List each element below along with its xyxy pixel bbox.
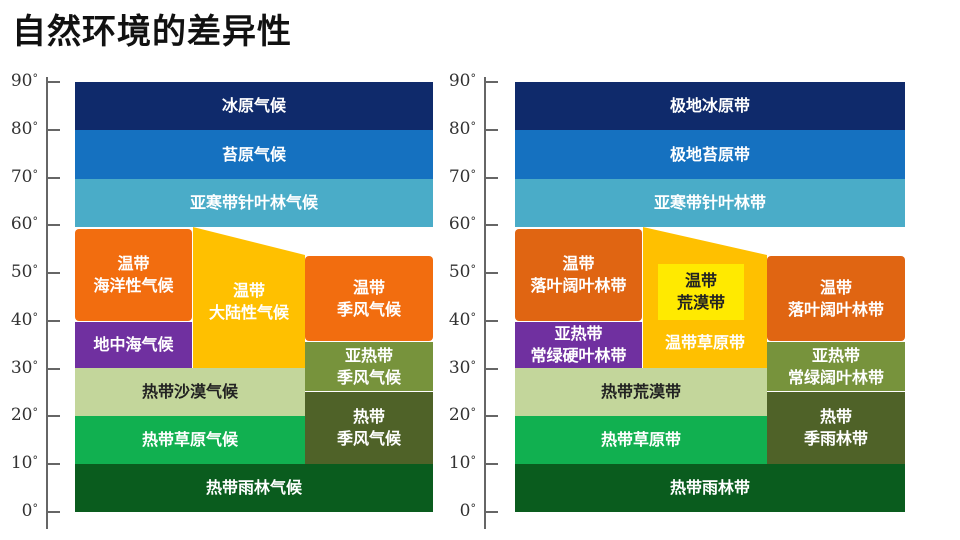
- zone-label: 亚热带 季风气候: [336, 345, 401, 387]
- zone-label: 温带 荒漠带: [676, 271, 725, 312]
- axis-tick: [46, 224, 60, 227]
- axis-tick-label: 70°: [448, 166, 476, 187]
- axis-tick-label: 10°: [448, 453, 476, 474]
- zone-ice-cap-climate: 冰原气候: [75, 82, 433, 130]
- zone-label: 温带 大陆性气候: [208, 281, 289, 322]
- axis-tick-label: 90°: [448, 71, 476, 91]
- axis-tick-label: 10°: [10, 453, 38, 474]
- zone-label: 亚热带 常绿阔叶林带: [787, 345, 884, 387]
- zone-subtropical-sclerophyll: 亚热带 常绿硬叶林带: [515, 322, 642, 368]
- axis-tick: [484, 319, 498, 322]
- zone-label: 热带草原带: [600, 430, 681, 449]
- zone-label: 热带雨林带: [669, 478, 750, 497]
- axis-tick-label: 20°: [448, 405, 476, 426]
- zone-mediterranean-climate: 地中海气候: [75, 322, 192, 368]
- zone-label: 热带草原气候: [141, 430, 238, 449]
- axis-tick: [46, 511, 60, 513]
- axis-tick-label: 60°: [448, 214, 476, 235]
- axis-tick-label: 40°: [448, 309, 476, 330]
- zone-label: 极地苔原带: [669, 144, 750, 164]
- axis-tick: [484, 224, 498, 227]
- zone-tropical-savanna: 热带草原带: [515, 416, 767, 464]
- zone-label: 热带雨林气候: [205, 478, 302, 497]
- axis-tick-label: 80°: [448, 118, 476, 139]
- latitude-axis-right: 90° 80° 70° 60° 50° 40° 30° 20° 10° 0°: [440, 60, 500, 530]
- axis-tick: [46, 319, 60, 322]
- zone-temperate-deciduous-west: 温带 落叶阔叶林带: [515, 229, 642, 321]
- zone-subarctic-climate: 亚寒带针叶林气候: [75, 179, 433, 227]
- zone-subarctic-forest: 亚寒带针叶林带: [515, 179, 905, 227]
- axis-tick: [46, 176, 60, 179]
- axis-tick-label: 30°: [448, 357, 476, 378]
- zone-temperate-grassland: 温带草原带: [643, 328, 767, 358]
- zone-tropical-savanna-climate: 热带草原气候: [75, 416, 305, 464]
- axis-tick-label: 50°: [448, 262, 476, 283]
- zone-label: 亚热带 常绿硬叶林带: [530, 324, 627, 365]
- axis-line: [484, 77, 486, 529]
- zone-temperate-desert: 温带 荒漠带: [658, 264, 744, 320]
- axis-tick: [46, 415, 60, 418]
- zone-tropical-monsoon-climate: 热带 季风气候: [305, 392, 433, 464]
- zone-polar-tundra: 极地苔原带: [515, 130, 905, 179]
- zone-label: 热带 季风气候: [336, 407, 401, 448]
- zone-label: 冰原气候: [221, 96, 286, 115]
- axis-tick: [484, 81, 498, 83]
- zone-subtropical-evergreen: 亚热带 常绿阔叶林带: [767, 342, 905, 391]
- axis-tick-label: 70°: [10, 166, 38, 187]
- natural-zones-chart: 极地冰原带 极地苔原带 亚寒带针叶林带 温带 荒漠带 温带草原带 温带 落叶阔叶…: [515, 82, 905, 512]
- zone-label: 热带沙漠气候: [141, 382, 238, 401]
- axis-tick: [46, 272, 60, 275]
- axis-tick-label: 50°: [10, 262, 38, 283]
- zone-tropical-desert: 热带荒漠带: [515, 368, 767, 416]
- zone-label: 亚寒带针叶林气候: [189, 193, 318, 212]
- zone-label: 地中海气候: [93, 335, 174, 354]
- axis-tick: [46, 463, 60, 466]
- zone-temperate-deciduous-east: 温带 落叶阔叶林带: [767, 256, 905, 341]
- axis-tick-label: 20°: [10, 405, 38, 426]
- axis-tick: [46, 128, 60, 131]
- axis-tick: [46, 81, 60, 83]
- axis-tick: [484, 176, 498, 179]
- climate-zones-chart: 冰原气候 苔原气候 亚寒带针叶林气候 温带 大陆性气候 温带 海洋性气候 地中海…: [75, 82, 433, 512]
- axis-tick: [484, 463, 498, 466]
- axis-tick: [46, 367, 60, 370]
- axis-tick-label: 30°: [10, 357, 38, 378]
- axis-line: [46, 77, 48, 529]
- axis-tick-label: 60°: [10, 214, 38, 235]
- page-title: 自然环境的差异性: [12, 12, 292, 52]
- latitude-axis-left: 90° 80° 70° 60° 50° 40° 30° 20° 10° 0°: [2, 60, 62, 530]
- zone-tropical-monsoon-forest: 热带 季雨林带: [767, 392, 905, 464]
- zone-label: 亚寒带针叶林带: [653, 193, 766, 212]
- zone-tundra-climate: 苔原气候: [75, 130, 433, 179]
- zone-label: 苔原气候: [221, 144, 286, 164]
- axis-tick: [484, 272, 498, 275]
- zone-label: 热带 季雨林带: [803, 407, 868, 448]
- axis-tick: [484, 367, 498, 370]
- zone-temperate-continental-climate: 温带 大陆性气候: [193, 262, 305, 342]
- zone-label: 热带荒漠带: [600, 382, 681, 401]
- zone-temperate-maritime-climate: 温带 海洋性气候: [75, 229, 192, 321]
- zone-temperate-monsoon-climate: 温带 季风气候: [305, 256, 433, 341]
- axis-tick-label: 90°: [10, 71, 38, 91]
- zone-tropical-rainforest-climate: 热带雨林气候: [75, 464, 433, 512]
- zone-label: 温带草原带: [664, 333, 745, 352]
- zone-label: 温带 海洋性气候: [93, 254, 174, 295]
- zone-label: 极地冰原带: [669, 96, 750, 115]
- zone-label: 温带 落叶阔叶林带: [787, 277, 884, 319]
- axis-tick: [484, 415, 498, 418]
- zone-tropical-desert-climate: 热带沙漠气候: [75, 368, 305, 416]
- zone-tropical-rainforest: 热带雨林带: [515, 464, 905, 512]
- axis-tick-label: 0°: [459, 501, 476, 521]
- axis-tick: [484, 128, 498, 131]
- zone-label: 温带 季风气候: [336, 277, 401, 319]
- axis-tick: [484, 511, 498, 513]
- axis-tick-label: 0°: [21, 501, 38, 521]
- zone-subtropical-monsoon-climate: 亚热带 季风气候: [305, 342, 433, 391]
- zone-temperate-continental-shape: [193, 227, 305, 368]
- zone-polar-ice: 极地冰原带: [515, 82, 905, 130]
- zone-label: 温带 落叶阔叶林带: [530, 254, 627, 295]
- axis-tick-label: 80°: [10, 118, 38, 139]
- axis-tick-label: 40°: [10, 309, 38, 330]
